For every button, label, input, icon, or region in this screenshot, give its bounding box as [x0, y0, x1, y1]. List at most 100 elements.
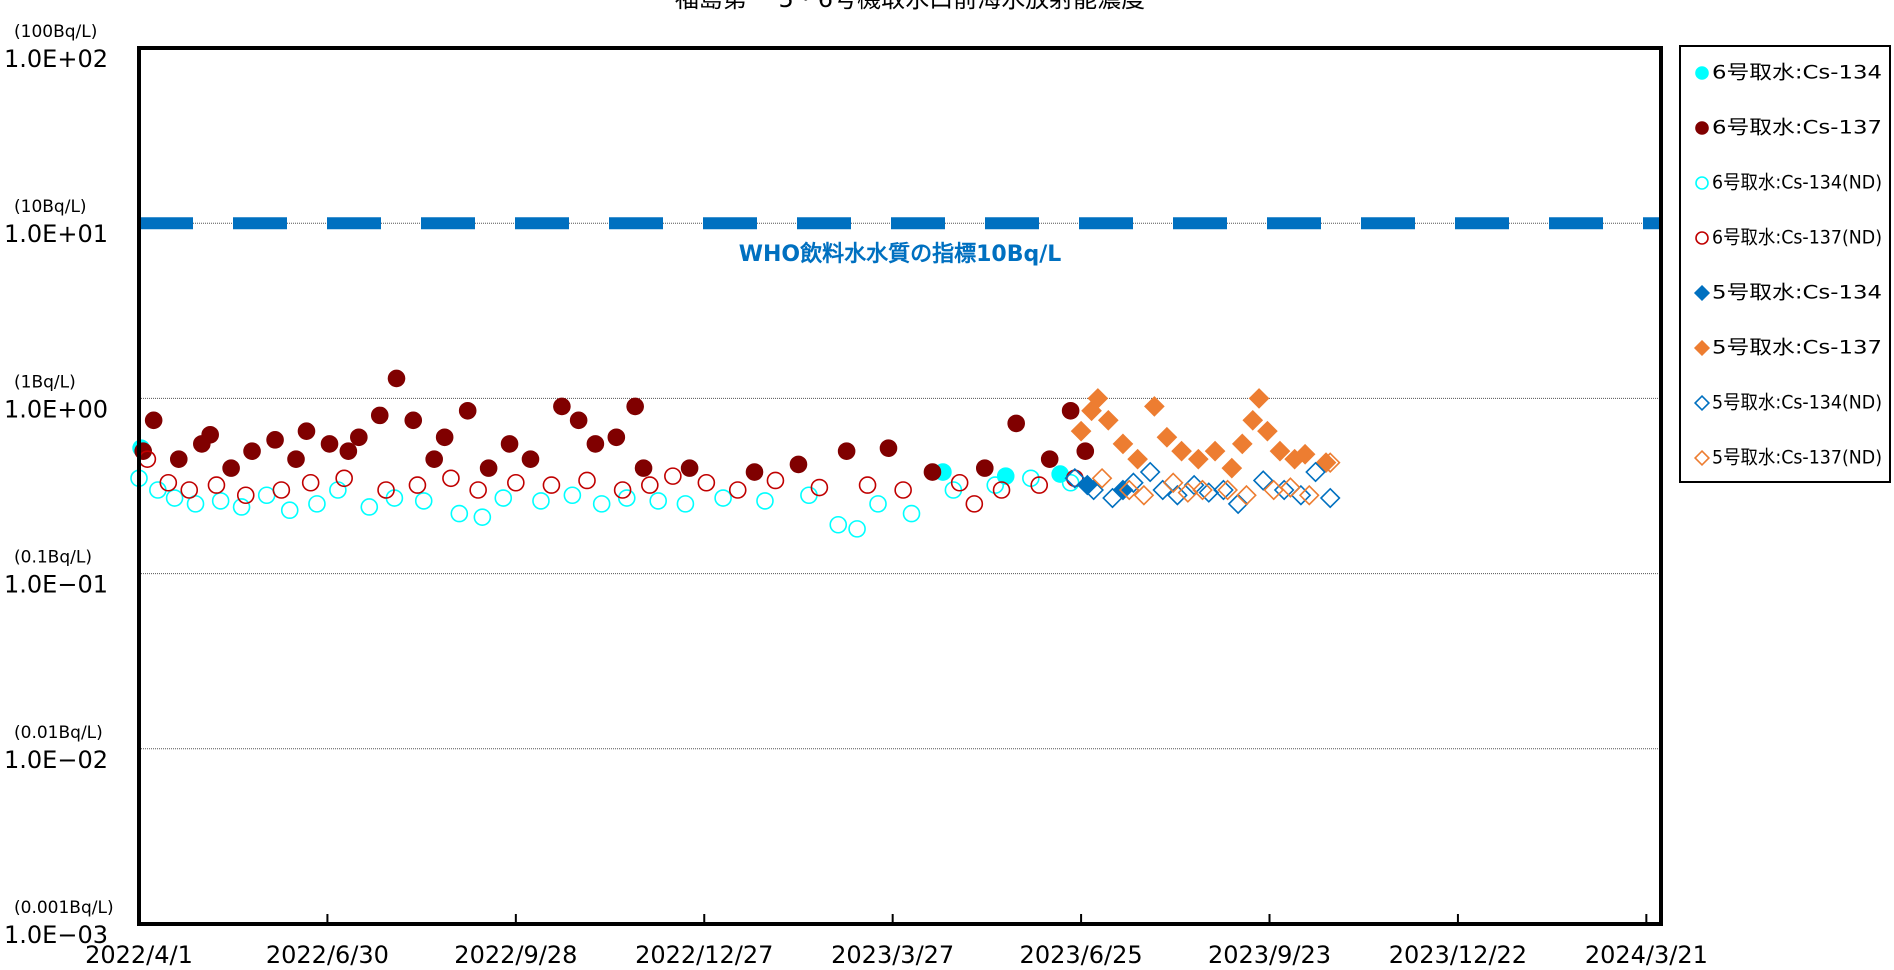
- point: [1083, 479, 1104, 501]
- point: [222, 459, 240, 477]
- legend-label: 6号取水:Cs-137: [1712, 117, 1882, 139]
- point: [649, 492, 667, 510]
- point: [257, 486, 276, 505]
- point: [435, 428, 454, 447]
- point: [1315, 452, 1337, 473]
- point: [494, 489, 513, 507]
- y-tick-note: (0.01Bq/L): [14, 723, 103, 743]
- point: [992, 481, 1011, 499]
- point: [1319, 487, 1341, 509]
- point: [1066, 469, 1084, 488]
- reference-label: WHO飲料水水質の指標10Bq/L: [739, 241, 1062, 267]
- point: [1167, 484, 1188, 506]
- point: [1127, 448, 1148, 470]
- point: [500, 435, 519, 453]
- y-tick-note: (0.1Bq/L): [14, 548, 92, 568]
- point: [1064, 467, 1086, 489]
- point: [1252, 470, 1274, 491]
- legend-label: 6号取水:Cs-134: [1712, 62, 1882, 84]
- point: [425, 450, 443, 468]
- point: [377, 481, 395, 499]
- point: [1112, 433, 1134, 455]
- point: [869, 495, 887, 513]
- point: [810, 478, 829, 497]
- point: [902, 504, 921, 523]
- x-tick-label: 2023/3/27: [831, 941, 954, 968]
- point: [165, 489, 184, 507]
- point: [1112, 479, 1134, 501]
- point: [350, 428, 368, 447]
- point: [965, 495, 984, 513]
- point: [1280, 477, 1301, 498]
- y-tick-label: 1.0E−01: [4, 571, 108, 599]
- point: [1269, 440, 1291, 462]
- legend-label: 5号取水:Cs-137(ND): [1712, 447, 1882, 469]
- point: [848, 520, 866, 538]
- point: [297, 422, 316, 440]
- point: [542, 476, 561, 494]
- y-tick-note: (0.001Bq/L): [14, 898, 114, 918]
- y-tick-label: 1.0E+01: [4, 220, 108, 248]
- point: [697, 473, 716, 492]
- point: [714, 489, 732, 507]
- x-tick-label: 2022/4/1: [85, 941, 193, 968]
- point: [800, 486, 818, 505]
- point: [507, 473, 525, 492]
- point: [617, 489, 636, 507]
- point: [243, 442, 261, 460]
- legend-label: 6号取水:Cs-137(ND): [1712, 227, 1882, 249]
- point: [1070, 420, 1092, 442]
- legend-label: 5号取水:Cs-134(ND): [1712, 392, 1882, 414]
- point: [1118, 479, 1140, 501]
- point: [1133, 484, 1155, 506]
- legend-marker: [1695, 231, 1709, 245]
- legend-box: [1679, 45, 1891, 483]
- point: [1242, 409, 1264, 431]
- point: [408, 476, 427, 494]
- point: [1305, 461, 1326, 483]
- legend-marker: [1695, 66, 1709, 80]
- point: [1087, 388, 1109, 409]
- point: [634, 459, 653, 477]
- point: [1204, 440, 1226, 462]
- legend-label: 5号取水:Cs-134: [1712, 282, 1882, 304]
- point: [1221, 457, 1243, 479]
- legend-label: 6号取水:Cs-134(ND): [1712, 172, 1882, 194]
- point: [728, 481, 747, 499]
- point: [1319, 452, 1341, 473]
- x-tick-label: 2022/12/27: [635, 941, 773, 968]
- point: [676, 495, 695, 513]
- point: [894, 481, 912, 499]
- point: [858, 476, 877, 494]
- point: [469, 481, 487, 499]
- point: [450, 504, 469, 523]
- x-tick-label: 2023/6/25: [1020, 941, 1143, 968]
- point: [1007, 414, 1025, 433]
- point: [458, 401, 477, 420]
- point: [308, 495, 326, 513]
- y-tick-note: (100Bq/L): [14, 22, 97, 42]
- point: [1076, 442, 1095, 460]
- point: [1294, 443, 1316, 465]
- point: [626, 397, 644, 416]
- point: [745, 463, 764, 481]
- point: [1263, 479, 1285, 501]
- y-tick-label: 1.0E−02: [4, 746, 108, 774]
- point: [1051, 465, 1069, 483]
- point: [479, 459, 498, 477]
- point: [950, 473, 969, 492]
- point: [1061, 401, 1080, 420]
- legend-marker: [1695, 121, 1709, 135]
- point: [442, 469, 460, 488]
- y-tick-note: (1Bq/L): [14, 372, 76, 392]
- y-tick-note: (10Bq/L): [14, 197, 87, 217]
- point: [829, 515, 848, 534]
- legend-marker: [1695, 176, 1709, 190]
- point: [756, 492, 774, 510]
- point: [1162, 472, 1184, 494]
- legend-marker: [1693, 449, 1711, 467]
- point: [975, 459, 994, 477]
- point: [1097, 409, 1119, 431]
- point: [280, 501, 299, 520]
- y-tick-label: 1.0E+00: [4, 395, 108, 423]
